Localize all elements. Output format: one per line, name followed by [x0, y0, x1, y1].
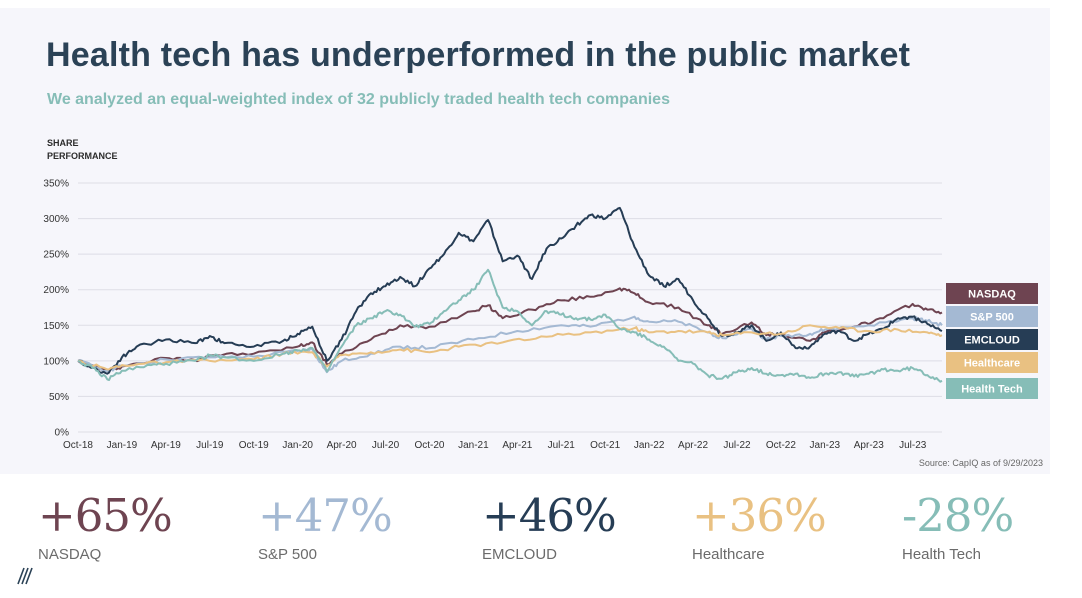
x-tick-label: Jul-21	[548, 440, 576, 451]
legend-label: S&P 500	[970, 312, 1014, 324]
x-tick-label: Apr-20	[327, 440, 357, 451]
stat-label: NASDAQ	[38, 546, 102, 563]
x-tick-label: Jul-23	[899, 440, 927, 451]
x-tick-label: Jan-23	[810, 440, 841, 451]
x-tick-label: Jan-19	[107, 440, 138, 451]
x-tick-label: Jul-20	[372, 440, 400, 451]
x-tick-label: Apr-23	[854, 440, 884, 451]
x-tick-label: Jan-20	[282, 440, 313, 451]
stat-label: S&P 500	[258, 546, 317, 563]
x-tick-label: Oct-18	[63, 440, 93, 451]
legend-label: Healthcare	[964, 358, 1020, 370]
x-tick-label: Oct-21	[590, 440, 620, 451]
legend-label: NASDAQ	[968, 289, 1016, 301]
stat-emcloud: +46% EMCLOUD	[482, 488, 617, 563]
legend-box	[946, 283, 1038, 304]
stat-value: +46%	[482, 489, 617, 542]
x-tick-label: Oct-19	[239, 440, 269, 451]
source-note: Source: CapIQ as of 9/29/2023	[919, 458, 1043, 468]
legend-box	[946, 329, 1038, 350]
y-tick-label: 50%	[49, 392, 69, 403]
page-title: Health tech has underperformed in the pu…	[46, 36, 911, 74]
stat-nasdaq: +65% NASDAQ	[38, 488, 173, 563]
y-axis-title-line1: SHARE	[47, 138, 79, 148]
line-chart: SHARE PERFORMANCE 0% 50% 100% 150% 200% 250% 300…	[43, 138, 1043, 468]
y-tick-label: 200%	[43, 285, 69, 296]
series-line-emcloud	[77, 206, 943, 375]
legend-box	[946, 306, 1038, 327]
x-tick-label: Oct-22	[766, 440, 796, 451]
legend-box	[946, 352, 1038, 373]
y-tick-label: 250%	[43, 250, 69, 261]
stat-label: Health Tech	[902, 546, 981, 563]
stat-value: +47%	[258, 489, 393, 542]
brand-logo-icon	[17, 567, 33, 585]
page-subtitle: We analyzed an equal-weighted index of 3…	[47, 91, 670, 108]
y-tick-label: 350%	[43, 179, 69, 190]
stat-label: EMCLOUD	[482, 546, 558, 563]
x-tick-label: Apr-22	[678, 440, 708, 451]
stat-health-tech: -28% Health Tech	[902, 488, 1014, 563]
stats-row: +65% NASDAQ +47% S&P 500 +46% EMCLOUD +36% Heal…	[0, 480, 1082, 590]
y-axis-title-line2: PERFORMANCE	[47, 151, 118, 161]
stat-label: Healthcare	[692, 546, 765, 563]
series-line-s-p-500	[77, 315, 943, 374]
stat-value: +65%	[38, 489, 173, 542]
stat-s-p-500: +47% S&P 500	[258, 488, 393, 563]
legend-label: EMCLOUD	[964, 335, 1020, 347]
x-tick-label: Apr-21	[502, 440, 532, 451]
x-tick-label: Jul-19	[196, 440, 224, 451]
y-tick-label: 0%	[55, 428, 70, 439]
stat-value: +36%	[692, 489, 827, 542]
series-line-health-tech	[77, 268, 943, 383]
legend-label: Health Tech	[961, 384, 1023, 396]
y-tick-label: 100%	[43, 356, 69, 367]
series-line-nasdaq	[77, 287, 943, 372]
x-tick-label: Jul-22	[723, 440, 751, 451]
y-tick-label: 150%	[43, 321, 69, 332]
stat-healthcare: +36% Healthcare	[692, 488, 827, 563]
stat-value: -28%	[902, 489, 1014, 542]
y-tick-label: 300%	[43, 214, 69, 225]
x-tick-label: Jan-22	[634, 440, 665, 451]
x-tick-label: Apr-19	[151, 440, 181, 451]
series-line-healthcare	[77, 324, 943, 371]
legend-box	[946, 378, 1038, 399]
x-tick-label: Jan-21	[458, 440, 489, 451]
x-tick-label: Oct-20	[414, 440, 444, 451]
